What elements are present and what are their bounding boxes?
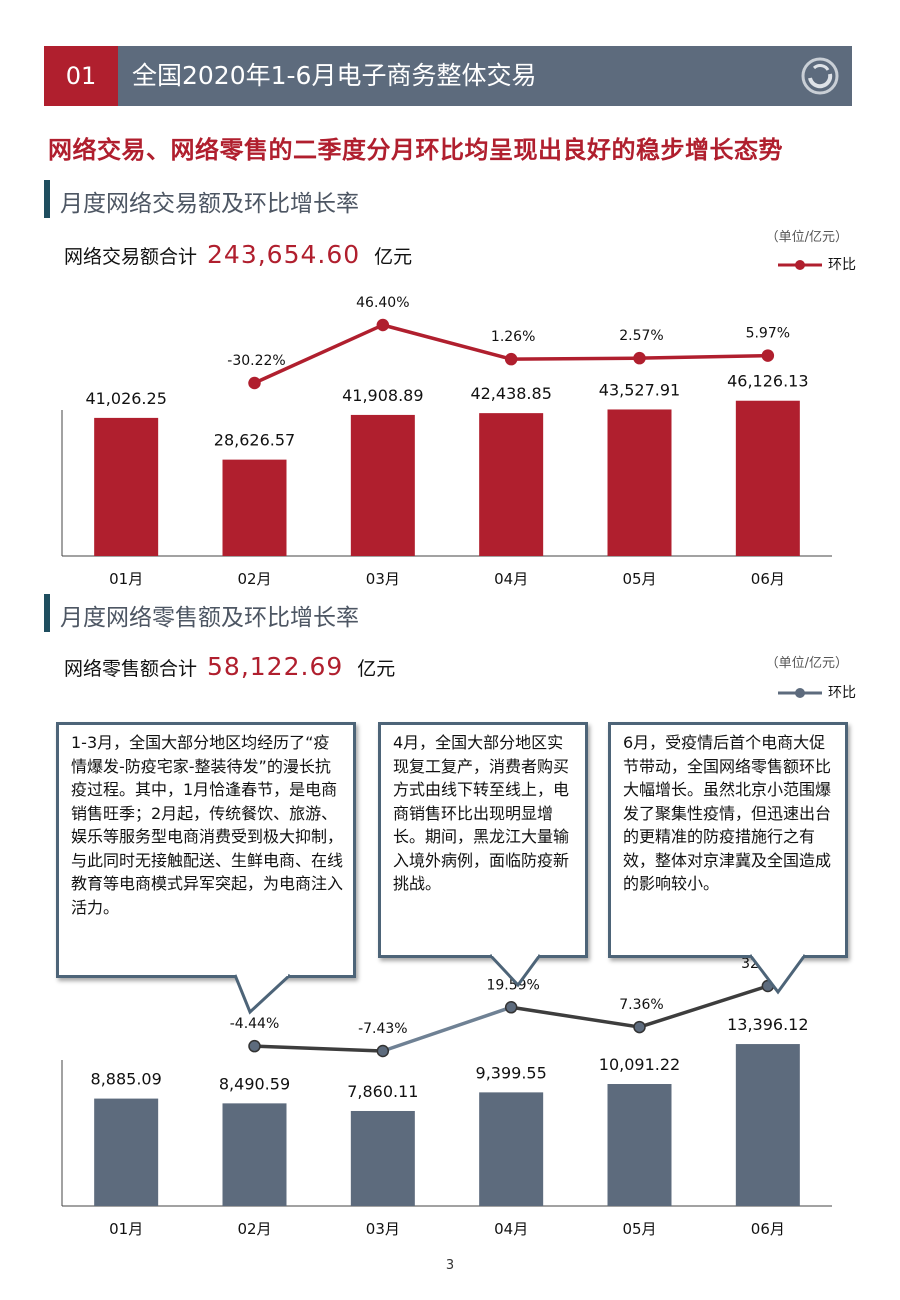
chart2-bar-4: [479, 1092, 544, 1206]
chart1-mom-label-4: 1.26%: [491, 329, 535, 345]
chart1-mom-point-3: [376, 318, 390, 332]
chart1-mom-line-seg-3: [511, 356, 640, 361]
callout-note-apr: 4月，全国大部分地区实现复工复产，消费者购买方式由线下转至线上，电商销售环比出现…: [378, 722, 588, 958]
chart2-bar-2: [222, 1103, 287, 1206]
chart1-value-label-5: 43,527.91: [599, 380, 680, 399]
chart2-bar-3: [350, 1110, 415, 1206]
chart1-mom-label-2: -30.22%: [227, 353, 285, 369]
chart2-total-label: 网络零售额合计: [64, 658, 198, 680]
chart1-legend-label: 环比: [828, 257, 856, 273]
chart2-value-label-1: 8,885.09: [91, 1070, 162, 1089]
chart2-unit-note: （单位/亿元）: [765, 656, 848, 671]
chart2-value-label-4: 9,399.55: [476, 1063, 547, 1082]
chart2-total: 网络零售额合计 58,122.69 亿元: [64, 652, 395, 681]
chart1-bar-5: [607, 409, 672, 556]
chart1-legend: 环比: [776, 254, 856, 274]
chart2-value-label-6: 13,396.12: [727, 1015, 808, 1034]
section-accent-bar: [44, 180, 50, 218]
chart1-total-unit: 亿元: [374, 246, 413, 268]
chart1-value-label-3: 41,908.89: [342, 386, 423, 405]
chart1-mom-line-seg-1: [253, 323, 384, 385]
chart1-mom-point-5: [633, 351, 646, 365]
chart1-value-label-1: 41,026.25: [85, 389, 166, 408]
chart2-mom-point-2: [248, 1039, 261, 1053]
chart2-mom-point-4: [504, 1001, 518, 1014]
chart1-bar-3: [350, 414, 415, 556]
headline: 网络交易、网络零售的二季度分月环比均呈现出良好的稳步增长态势: [48, 136, 783, 164]
chart2-legend: 环比: [776, 682, 856, 702]
chart2-bar-6: [735, 1044, 800, 1206]
callout-note-q1: 1-3月，全国大部分地区均经历了“疫情爆发-防疫宅家-整装待发”的漫长抗疫过程。…: [56, 722, 356, 978]
swirl-logo-icon: [801, 57, 839, 95]
chart2-x-tick-5: 05月: [622, 1220, 656, 1238]
chart1-value-label-2: 28,626.57: [214, 431, 295, 450]
section-header: 01 全国2020年1-6月电子商务整体交易: [44, 46, 852, 106]
chart2-x-tick-3: 03月: [366, 1220, 400, 1238]
chart2-mom-line-seg-1: [254, 1044, 383, 1053]
chart1-mom-line-seg-4: [639, 353, 768, 360]
chart2-mom-line-seg-3: [510, 1005, 640, 1029]
chart1-mom-point-6: [761, 349, 775, 362]
chart2-title: 月度网络零售额及环比增长率: [60, 605, 359, 631]
chart1-svg: 41,026.25 01月 28,626.57 02月 41,908.89 03月 42,4…: [61, 295, 832, 588]
chart2-x-tick-1: 01月: [109, 1220, 143, 1238]
chart1-value-label-6: 46,126.13: [727, 372, 808, 391]
chart2-legend-label: 环比: [828, 685, 856, 701]
page-number: 3: [445, 1258, 455, 1273]
section-title: 全国2020年1-6月电子商务整体交易: [132, 61, 537, 90]
chart2-mom-label-6: 32.75%: [741, 956, 794, 972]
chart1-bar-6: [735, 400, 800, 556]
chart1-x-tick-3: 03月: [366, 570, 400, 588]
chart1-mom-label-5: 2.57%: [619, 328, 663, 344]
chart2-mom-label-2: -4.44%: [230, 1016, 280, 1032]
chart2-total-unit: 亿元: [357, 658, 396, 680]
chart1-x-tick-5: 05月: [622, 570, 656, 588]
chart2-value-label-2: 8,490.59: [219, 1074, 290, 1093]
chart2-bar-5: [607, 1084, 672, 1206]
chart2-bar-1: [94, 1098, 159, 1206]
chart2-mom-line-seg-2: [382, 1005, 512, 1053]
chart1-mom-label-3: 46.40%: [356, 295, 409, 311]
chart1-legend-line-icon: [778, 260, 822, 270]
chart2-svg: 8,885.09 01月 8,490.59 02月 7,860.11 03月 9,399.5…: [61, 956, 832, 1238]
chart1-total-value: 243,654.60: [207, 240, 361, 269]
chart2-mom-label-4: 19.59%: [486, 977, 539, 993]
chart2-value-label-5: 10,091.22: [599, 1055, 680, 1074]
chart1-value-label-4: 42,438.85: [470, 384, 551, 403]
chart1-mom-point-2: [248, 376, 261, 390]
chart2-mom-point-6: [761, 979, 775, 993]
chart1-total-label: 网络交易额合计: [64, 246, 198, 268]
chart1-x-tick-4: 04月: [494, 570, 528, 588]
chart1-mom-point-4: [504, 352, 518, 366]
section-number: 01: [44, 46, 118, 106]
chart2-x-tick-6: 06月: [751, 1220, 785, 1238]
chart2-mom-point-5: [633, 1020, 646, 1034]
chart1-bar-1: [94, 417, 159, 556]
chart1-x-tick-1: 01月: [109, 570, 143, 588]
chart1-mom-label-6: 5.97%: [746, 326, 790, 342]
chart2-mom-point-3: [376, 1044, 390, 1058]
chart2-mom-label-5: 7.36%: [619, 997, 663, 1013]
chart1-total: 网络交易额合计 243,654.60 亿元: [64, 240, 412, 269]
chart2-mom-label-3: -7.43%: [358, 1021, 408, 1037]
chart2-x-tick-4: 04月: [494, 1220, 528, 1238]
chart1-x-tick-6: 06月: [751, 570, 785, 588]
chart2-value-label-3: 7,860.11: [347, 1082, 418, 1101]
chart1-x-tick-2: 02月: [237, 570, 271, 588]
chart1-title: 月度网络交易额及环比增长率: [60, 191, 359, 217]
chart1-bar-2: [222, 459, 287, 556]
chart1-bar-4: [479, 413, 544, 556]
chart2-mom-line-seg-4: [638, 984, 769, 1029]
chart2-total-value: 58,122.69: [207, 652, 344, 681]
chart2-legend-line-icon: [778, 688, 822, 698]
section-accent-bar: [44, 594, 50, 632]
callout-note-jun: 6月，受疫情后首个电商大促节带动，全国网络零售额环比大幅增长。虽然北京小范围爆发…: [608, 722, 848, 958]
chart2-x-tick-2: 02月: [237, 1220, 271, 1238]
chart1-unit-note: （单位/亿元）: [765, 230, 848, 245]
chart1-mom-line-seg-2: [382, 323, 512, 361]
